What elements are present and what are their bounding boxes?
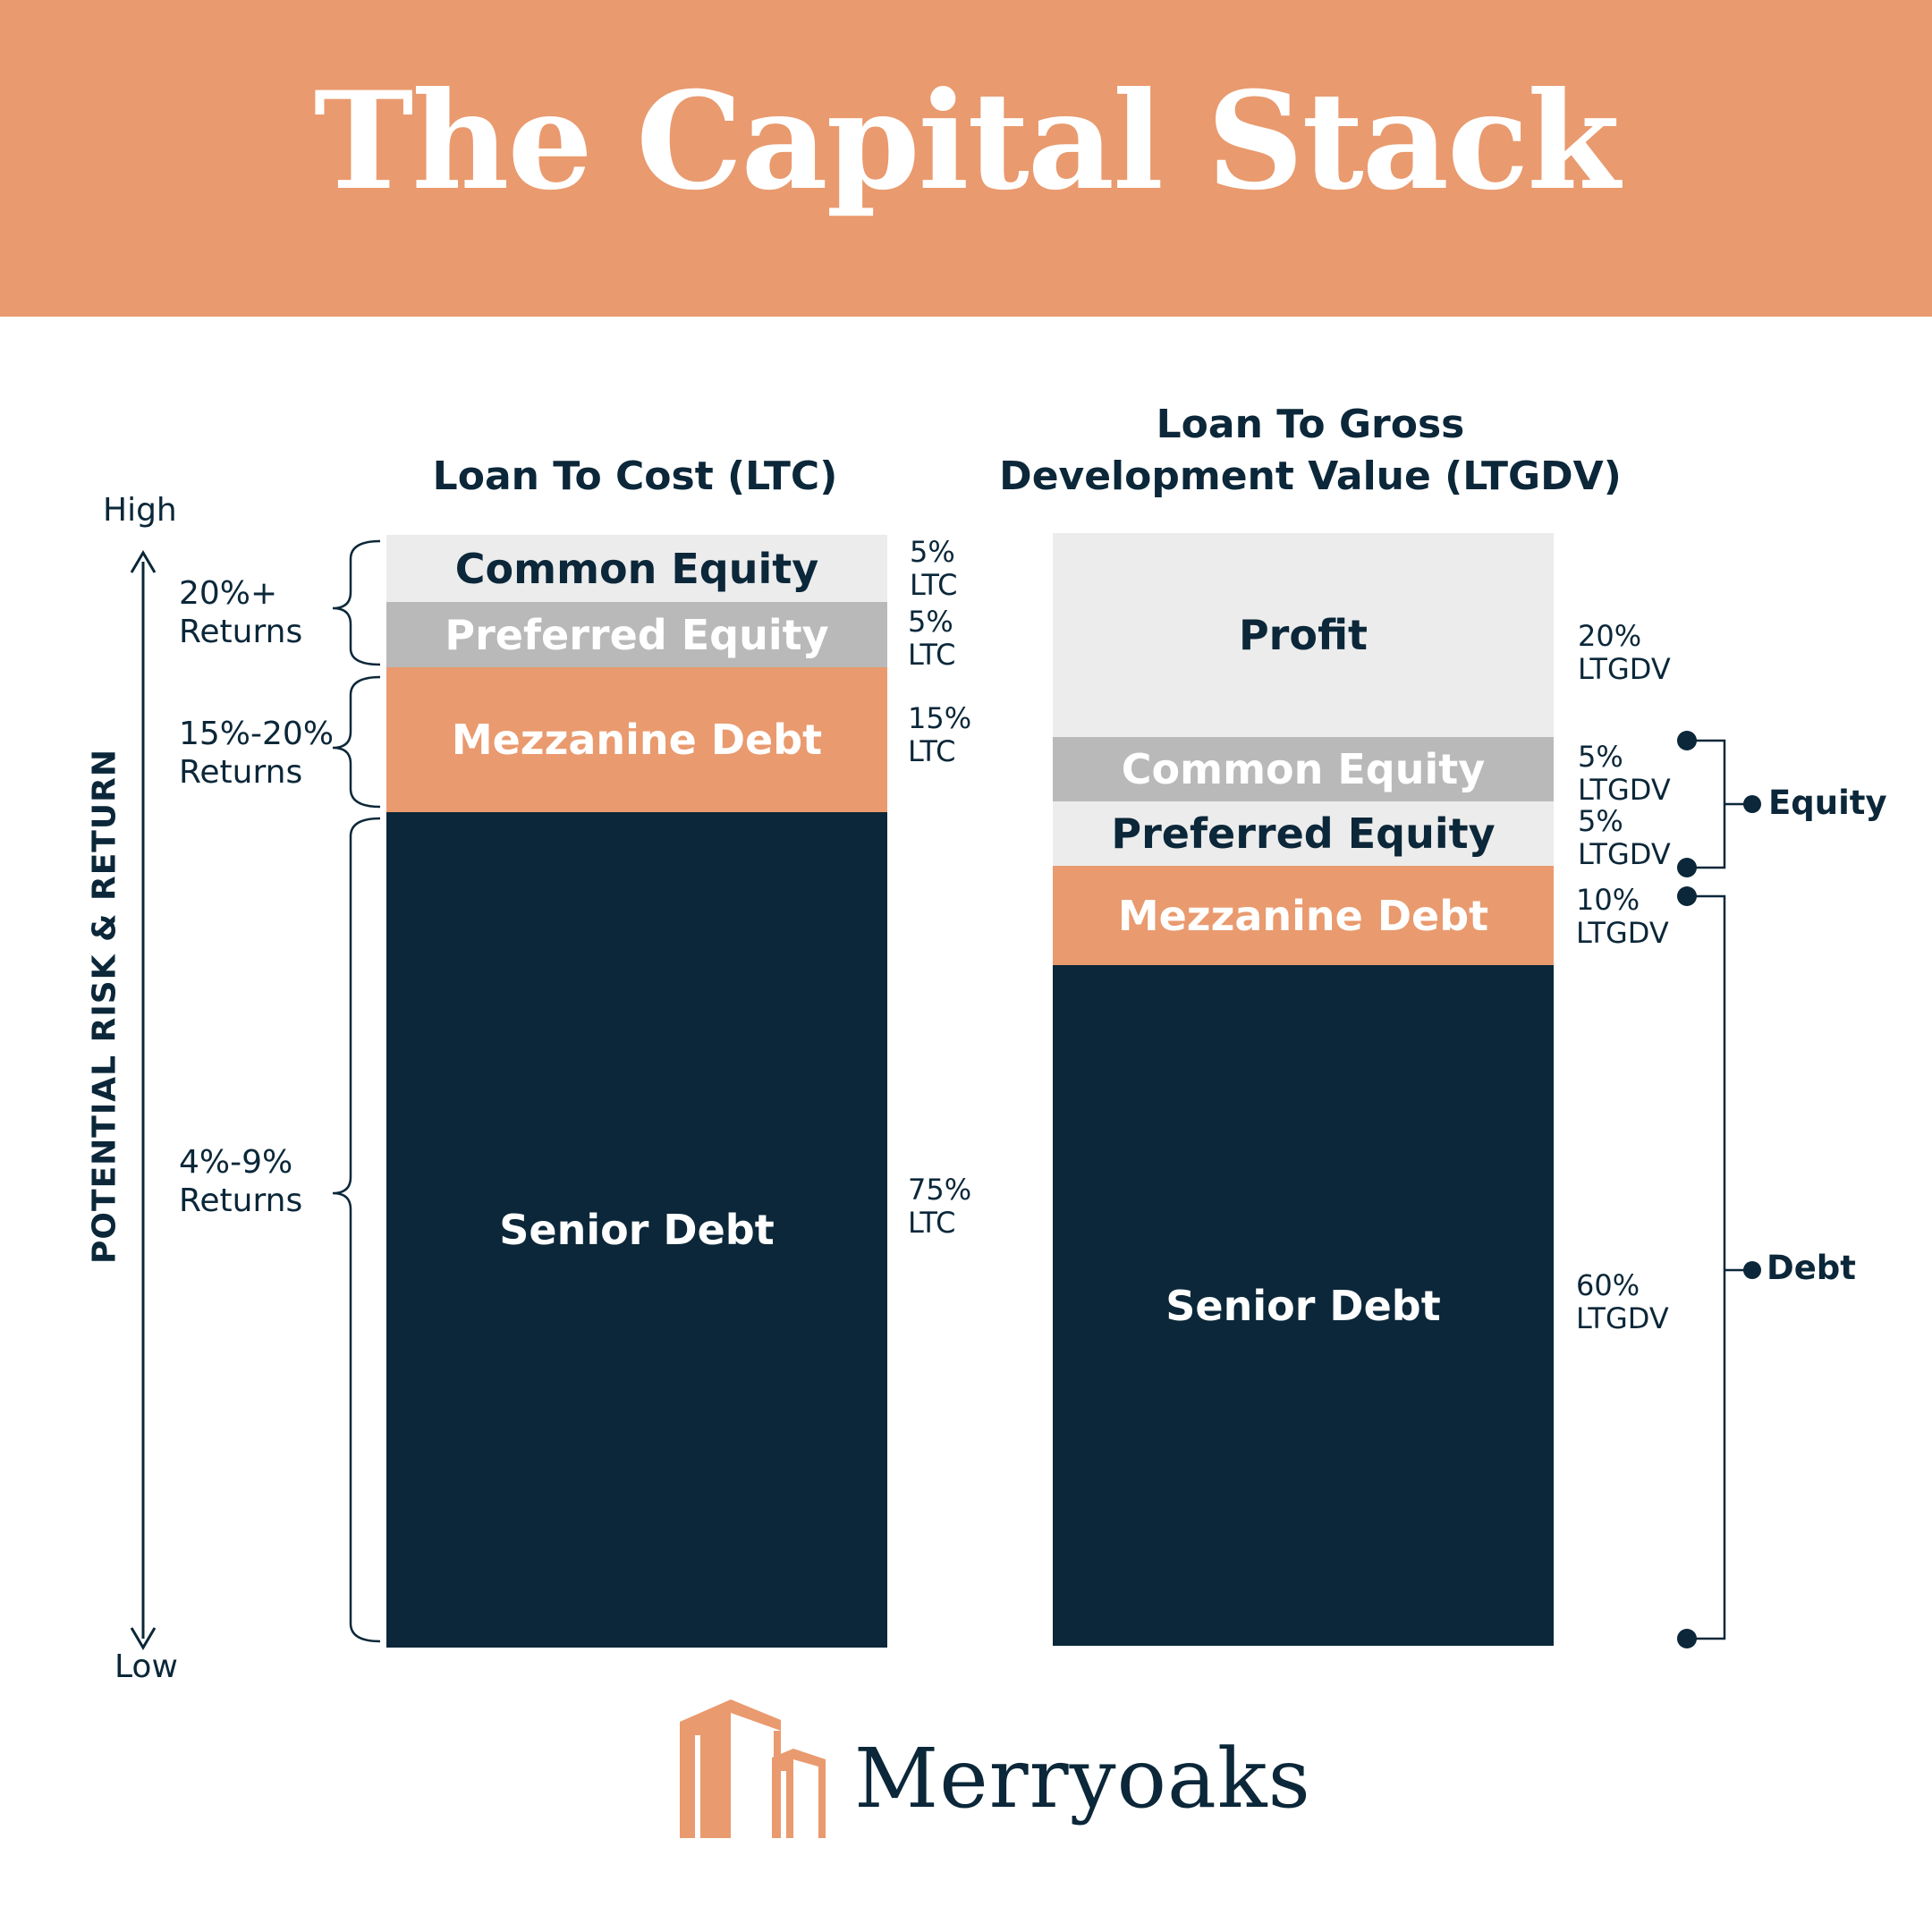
ltc-ce-pct-unit: LTC	[910, 568, 958, 602]
returns-mid-word: Returns	[179, 754, 303, 791]
ltgdv-title-line2: Development Value (LTGDV)	[999, 453, 1622, 499]
brace-mid	[332, 675, 381, 809]
ltc-mezzanine-debt: Mezzanine Debt	[386, 667, 887, 812]
ltgdv-preferred-equity-pct: 5% LTGDV	[1578, 805, 1671, 871]
ltc-md-pct-unit: LTC	[908, 734, 956, 768]
ltc-preferred-equity: Preferred Equity	[386, 602, 887, 667]
ltgdv-profit-pct-value: 20%	[1578, 619, 1642, 653]
returns-high-word: Returns	[179, 614, 303, 650]
page-title: The Capital Stack	[313, 63, 1621, 220]
ltc-preferred-equity-pct: 5% LTC	[908, 606, 955, 672]
returns-low-value: 4%-9%	[179, 1144, 293, 1181]
ltgdv-mezzanine-debt-label: Mezzanine Debt	[1117, 891, 1489, 940]
ltc-sd-pct-value: 75%	[908, 1173, 972, 1207]
ltc-md-pct-value: 15%	[908, 701, 972, 735]
ltc-title: Loan To Cost (LTC)	[385, 451, 886, 503]
ltgdv-mezzanine-debt: Mezzanine Debt	[1053, 866, 1554, 965]
brand-name: Merryoaks	[854, 1731, 1311, 1826]
brace-high	[332, 539, 381, 666]
ltc-common-equity-pct: 5% LTC	[910, 536, 957, 602]
returns-low-word: Returns	[179, 1182, 303, 1219]
ltgdv-preferred-equity-label: Preferred Equity	[1111, 809, 1496, 858]
equity-bracket-dot-top	[1677, 731, 1697, 750]
ltgdv-ce-pct-value: 5%	[1578, 740, 1623, 774]
returns-high-value: 20%+	[179, 575, 278, 612]
header-banner	[0, 0, 1932, 317]
ltgdv-md-pct-unit: LTGDV	[1576, 916, 1669, 950]
debt-label-dot	[1743, 1261, 1761, 1279]
debt-bracket	[1687, 894, 1749, 1640]
ltc-pe-pct-unit: LTC	[908, 638, 956, 672]
ltgdv-title-line1: Loan To Gross	[1156, 402, 1465, 447]
ltgdv-mezzanine-debt-pct: 10% LTGDV	[1576, 884, 1669, 950]
equity-bracket	[1687, 739, 1749, 869]
ltgdv-profit-label: Profit	[1238, 611, 1368, 659]
debt-bracket-dot-top	[1677, 886, 1697, 906]
equity-group-label: Equity	[1768, 784, 1887, 822]
debt-bracket-dot-bottom	[1677, 1629, 1697, 1648]
returns-label-high: 20%+ Returns	[179, 574, 302, 651]
ltgdv-common-equity-pct: 5% LTGDV	[1578, 741, 1671, 807]
ltgdv-profit-pct-unit: LTGDV	[1578, 652, 1671, 686]
returns-label-mid: 15%-20% Returns	[179, 715, 334, 792]
ltgdv-senior-debt-pct: 60% LTGDV	[1576, 1269, 1669, 1335]
ltc-senior-debt-label: Senior Debt	[499, 1206, 775, 1254]
ltgdv-sd-pct-unit: LTGDV	[1576, 1301, 1669, 1335]
ltgdv-preferred-equity: Preferred Equity	[1053, 801, 1554, 866]
ltgdv-sd-pct-value: 60%	[1576, 1268, 1640, 1302]
ltgdv-common-equity: Common Equity	[1053, 737, 1554, 801]
ltgdv-md-pct-value: 10%	[1576, 883, 1640, 917]
ltgdv-profit: Profit	[1053, 533, 1554, 737]
brace-low	[332, 817, 381, 1643]
ltgdv-pe-pct-value: 5%	[1578, 804, 1623, 838]
returns-label-low: 4%-9% Returns	[179, 1143, 302, 1220]
equity-bracket-dot-bottom	[1677, 858, 1697, 877]
ltc-sd-pct-unit: LTC	[908, 1206, 956, 1240]
returns-mid-value: 15%-20%	[179, 716, 335, 752]
ltc-senior-debt-pct: 75% LTC	[908, 1174, 971, 1240]
ltc-common-equity-label: Common Equity	[454, 544, 819, 593]
debt-group-label: Debt	[1767, 1249, 1856, 1287]
ltgdv-ce-pct-unit: LTGDV	[1578, 773, 1671, 807]
ltgdv-title: Loan To Gross Development Value (LTGDV)	[966, 399, 1655, 503]
ltc-senior-debt: Senior Debt	[386, 812, 887, 1648]
axis-low-label: Low	[114, 1648, 178, 1685]
ltc-common-equity: Common Equity	[386, 535, 887, 602]
ltgdv-common-equity-label: Common Equity	[1121, 745, 1486, 793]
ltc-mezzanine-debt-pct: 15% LTC	[908, 702, 971, 768]
ltc-pe-pct-value: 5%	[908, 605, 953, 639]
ltgdv-senior-debt: Senior Debt	[1053, 965, 1554, 1646]
ltgdv-pe-pct-unit: LTGDV	[1578, 837, 1671, 871]
buildings-logo-icon	[680, 1699, 826, 1838]
ltc-preferred-equity-label: Preferred Equity	[445, 610, 829, 659]
risk-axis-arrow	[130, 550, 157, 1650]
equity-label-dot	[1743, 795, 1761, 813]
ltgdv-senior-debt-label: Senior Debt	[1165, 1281, 1441, 1330]
ltc-title-text: Loan To Cost (LTC)	[432, 453, 838, 499]
ltgdv-profit-pct: 20% LTGDV	[1578, 620, 1671, 686]
axis-high-label: High	[103, 492, 177, 529]
ltc-mezzanine-debt-label: Mezzanine Debt	[451, 716, 823, 764]
ltc-ce-pct-value: 5%	[910, 535, 955, 569]
